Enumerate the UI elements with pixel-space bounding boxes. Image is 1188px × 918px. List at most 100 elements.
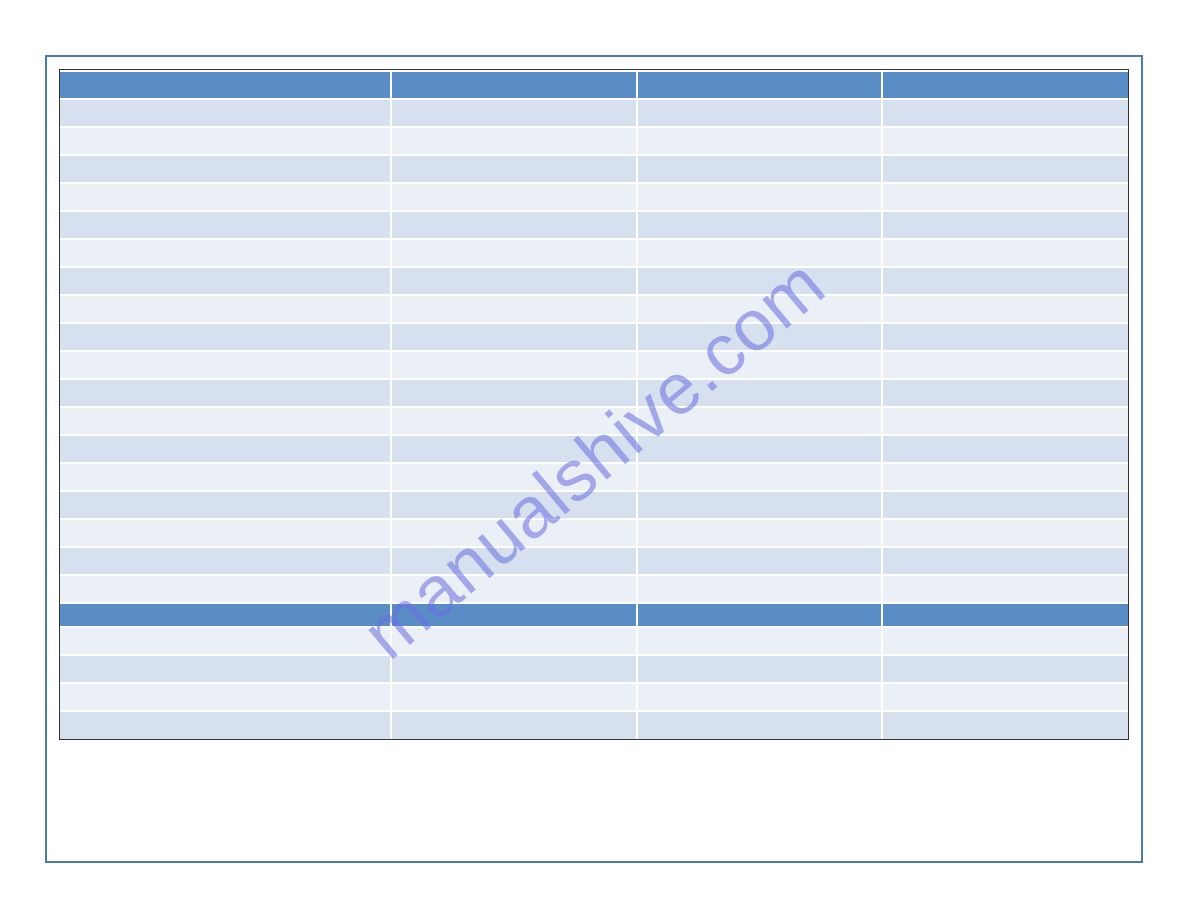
- table-cell: [60, 603, 391, 627]
- table-cell: [60, 575, 391, 603]
- table-cell: [882, 683, 1128, 711]
- table-cell: [637, 351, 883, 379]
- table-row: [60, 711, 1128, 739]
- table-row: [60, 547, 1128, 575]
- table-cell: [391, 463, 637, 491]
- table-cell: [882, 603, 1128, 627]
- table-cell: [391, 655, 637, 683]
- table-cell: [882, 379, 1128, 407]
- table-row: [60, 99, 1128, 127]
- table-cell: [391, 295, 637, 323]
- table-cell: [391, 127, 637, 155]
- table-row: [60, 239, 1128, 267]
- table-cell: [882, 547, 1128, 575]
- spec-table-container: [59, 69, 1129, 740]
- table-cell: [391, 379, 637, 407]
- table-cell: [637, 519, 883, 547]
- table-row: [60, 183, 1128, 211]
- table-row: [60, 351, 1128, 379]
- table-cell: [391, 491, 637, 519]
- table-cell: [60, 491, 391, 519]
- table-cell: [882, 323, 1128, 351]
- table-cell: [882, 351, 1128, 379]
- table-cell: [391, 519, 637, 547]
- table-cell: [391, 239, 637, 267]
- table-cell: [882, 267, 1128, 295]
- table-row: [60, 655, 1128, 683]
- table-cell: [637, 711, 883, 739]
- table-cell: [882, 295, 1128, 323]
- table-row: [60, 575, 1128, 603]
- table-cell: [882, 655, 1128, 683]
- table-cell: [637, 655, 883, 683]
- table-cell: [60, 379, 391, 407]
- table-cell: [882, 183, 1128, 211]
- table-cell: [637, 99, 883, 127]
- table-cell: [637, 407, 883, 435]
- table-cell: [637, 239, 883, 267]
- table-row: [60, 267, 1128, 295]
- table-row: [60, 491, 1128, 519]
- table-cell: [60, 463, 391, 491]
- table-cell: [391, 711, 637, 739]
- table-cell: [637, 547, 883, 575]
- table-cell: [60, 295, 391, 323]
- table-cell: [882, 99, 1128, 127]
- table-cell: [637, 379, 883, 407]
- table-cell: [882, 155, 1128, 183]
- table-cell: [60, 323, 391, 351]
- table-cell: [882, 239, 1128, 267]
- table-row: [60, 519, 1128, 547]
- table-cell: [60, 351, 391, 379]
- table-cell: [637, 295, 883, 323]
- table-cell: [391, 603, 637, 627]
- table-cell: [391, 71, 637, 99]
- table-row: [60, 295, 1128, 323]
- spec-table: [60, 70, 1128, 739]
- table-cell: [60, 683, 391, 711]
- table-cell: [637, 627, 883, 655]
- table-cell: [882, 71, 1128, 99]
- table-cell: [882, 711, 1128, 739]
- table-cell: [637, 71, 883, 99]
- table-cell: [391, 627, 637, 655]
- table-cell: [391, 407, 637, 435]
- table-cell: [391, 683, 637, 711]
- table-row: [60, 155, 1128, 183]
- table-cell: [60, 127, 391, 155]
- table-row: [60, 463, 1128, 491]
- table-cell: [637, 603, 883, 627]
- table-cell: [637, 211, 883, 239]
- table-cell: [637, 183, 883, 211]
- table-cell: [391, 183, 637, 211]
- table-cell: [637, 491, 883, 519]
- table-cell: [391, 211, 637, 239]
- table-cell: [60, 155, 391, 183]
- table-row: [60, 379, 1128, 407]
- table-row: [60, 603, 1128, 627]
- table-cell: [637, 683, 883, 711]
- table-cell: [882, 575, 1128, 603]
- table-row: [60, 127, 1128, 155]
- table-cell: [60, 407, 391, 435]
- table-cell: [637, 127, 883, 155]
- table-cell: [60, 183, 391, 211]
- table-cell: [882, 435, 1128, 463]
- table-row: [60, 627, 1128, 655]
- table-cell: [391, 267, 637, 295]
- table-cell: [637, 463, 883, 491]
- table-cell: [637, 267, 883, 295]
- table-cell: [391, 99, 637, 127]
- table-cell: [60, 267, 391, 295]
- table-cell: [391, 575, 637, 603]
- table-cell: [60, 211, 391, 239]
- table-cell: [391, 155, 637, 183]
- table-row: [60, 407, 1128, 435]
- table-cell: [60, 547, 391, 575]
- document-frame: manualshive.com: [45, 55, 1143, 863]
- table-cell: [60, 519, 391, 547]
- table-cell: [60, 239, 391, 267]
- table-row: [60, 71, 1128, 99]
- table-cell: [882, 491, 1128, 519]
- table-cell: [60, 655, 391, 683]
